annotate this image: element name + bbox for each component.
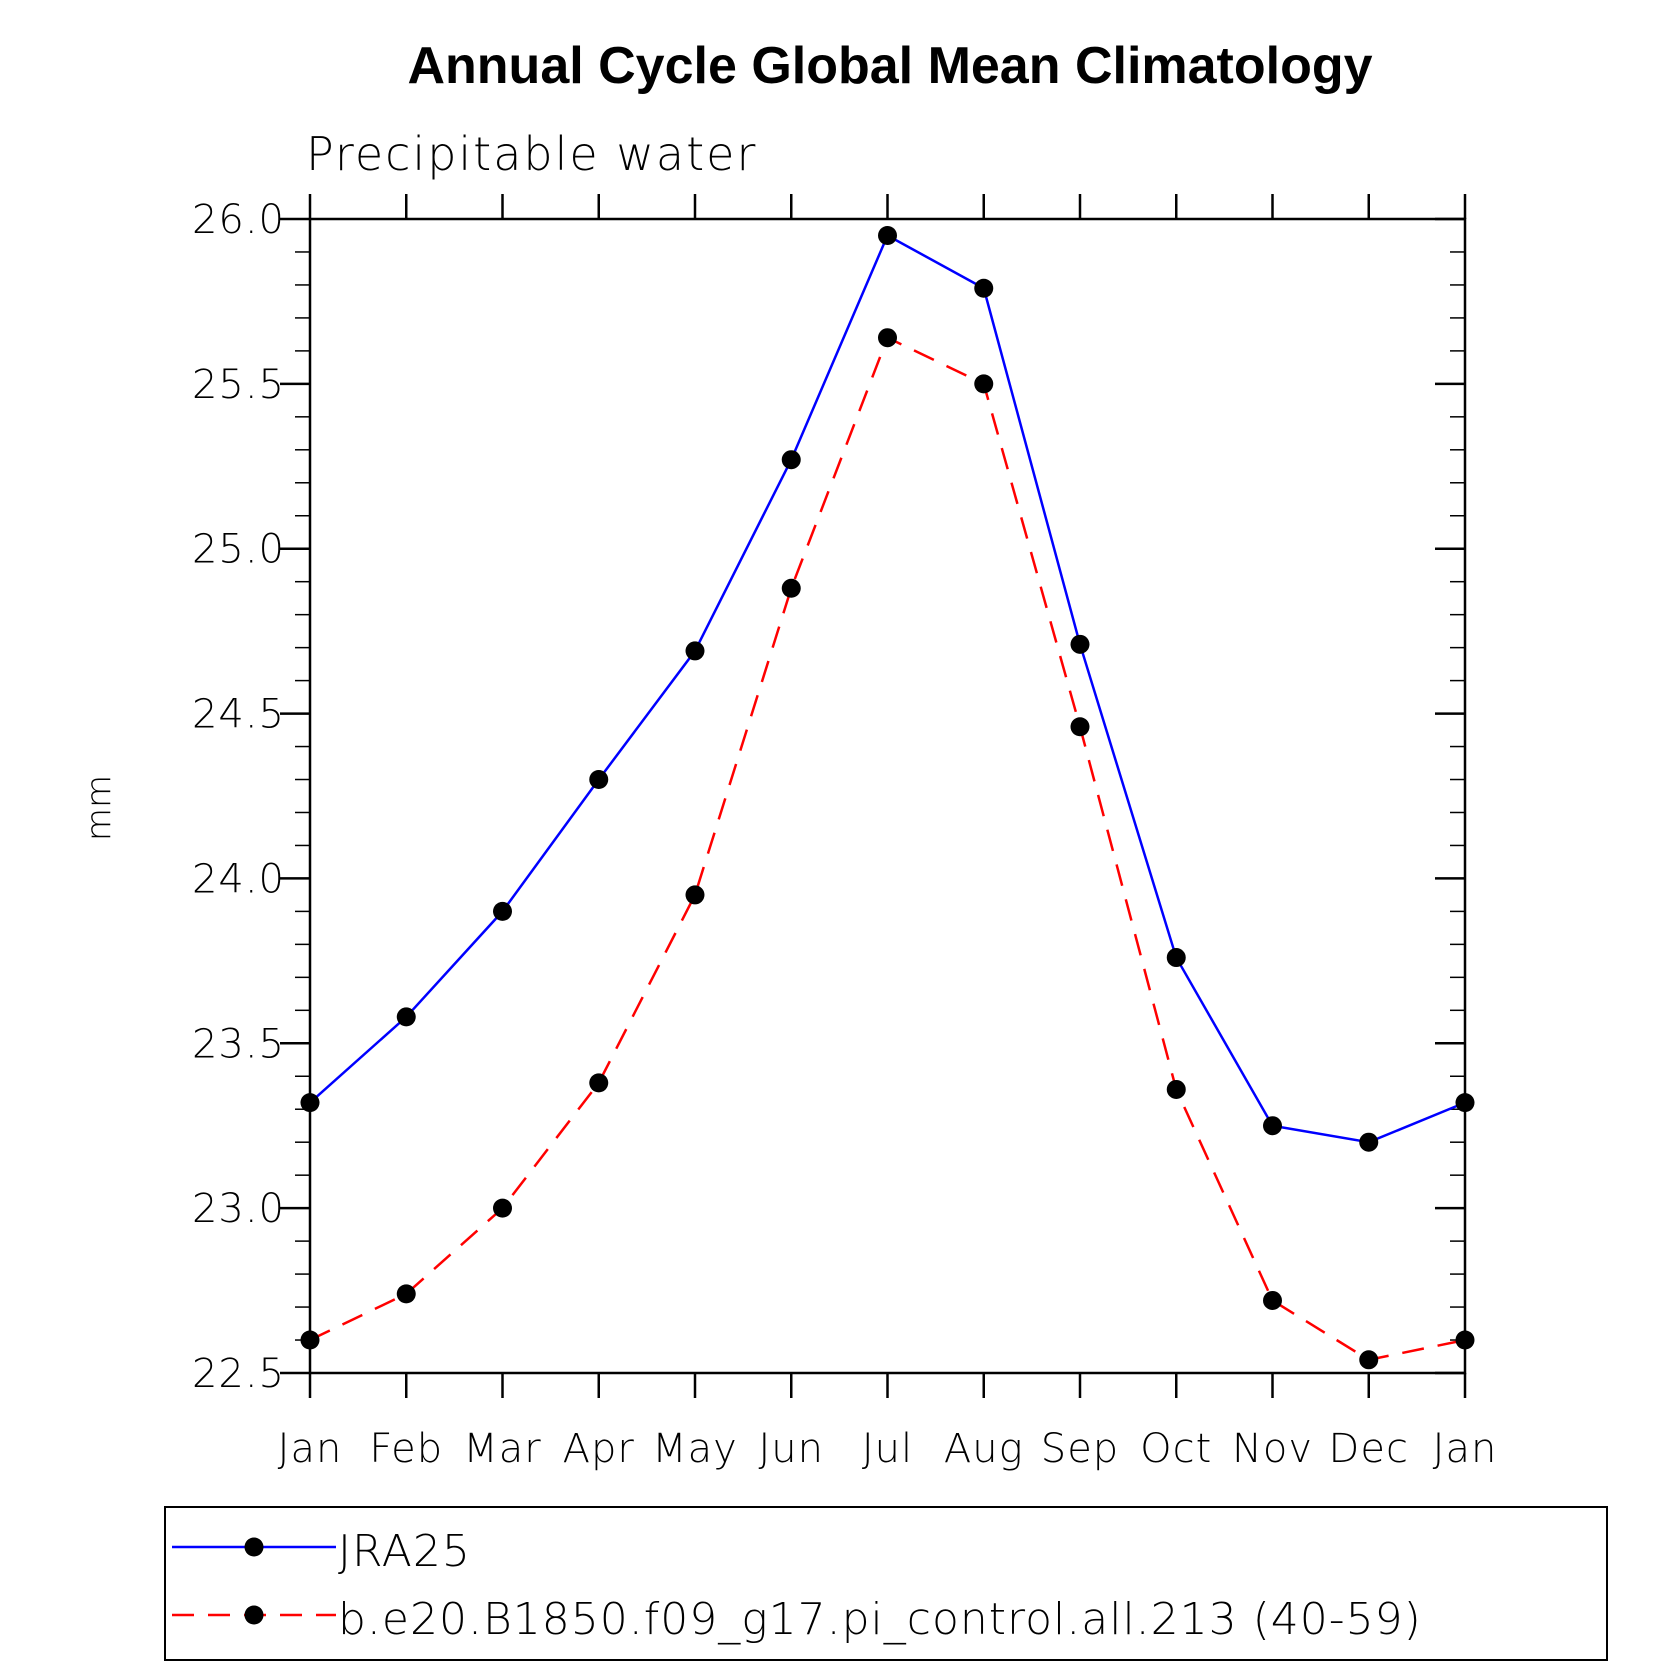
legend-label-model-run: b.e20.B1850.f09_g17.pi_control.all.213 (… xyxy=(338,1594,1422,1645)
data-point-series-1 xyxy=(974,374,994,394)
data-point-series-0 xyxy=(1263,1116,1282,1136)
x-tick-label: Dec xyxy=(1329,1426,1409,1472)
series-line-1 xyxy=(309,335,1466,1362)
data-point-series-0 xyxy=(878,225,897,245)
x-tick-label: Jan xyxy=(278,1426,343,1472)
x-tick-label: Mar xyxy=(463,1426,541,1472)
y-tick-label: 25.5 xyxy=(192,362,285,408)
data-point-series-0 xyxy=(781,450,801,470)
series-layer xyxy=(300,225,1475,1370)
data-point-series-1 xyxy=(1070,717,1090,737)
y-axis-label: mm xyxy=(79,775,119,841)
data-point-series-1 xyxy=(878,328,897,348)
x-tick-label: Sep xyxy=(1041,1426,1119,1472)
legend-box xyxy=(164,1506,1608,1661)
data-point-series-0 xyxy=(493,901,512,921)
data-point-series-1 xyxy=(396,1284,416,1304)
y-tick-label: 24.5 xyxy=(192,692,285,738)
data-point-series-1 xyxy=(781,578,801,598)
data-point-series-0 xyxy=(1166,948,1186,968)
data-point-series-0 xyxy=(1070,634,1090,654)
data-point-series-1 xyxy=(493,1198,512,1218)
x-tick-label: Aug xyxy=(944,1426,1024,1472)
data-point-series-0 xyxy=(685,641,705,661)
data-point-series-1 xyxy=(1166,1079,1186,1099)
data-point-series-1 xyxy=(685,885,705,905)
data-point-series-1 xyxy=(589,1073,609,1093)
x-tick-label: May xyxy=(652,1426,738,1472)
chart-title: Annual Cycle Global Mean Climatology xyxy=(407,37,1372,95)
series-line-0 xyxy=(309,233,1466,1144)
chart-subtitle: Precipitable water xyxy=(306,127,757,181)
data-point-series-1 xyxy=(1263,1290,1282,1310)
y-tick-label: 24.0 xyxy=(192,856,285,902)
x-tick-label: Jul xyxy=(862,1426,913,1472)
data-point-series-0 xyxy=(1359,1132,1379,1152)
y-tick-label: 25.0 xyxy=(192,527,285,573)
data-point-series-0 xyxy=(1455,1093,1475,1113)
y-tick-label: 23.5 xyxy=(192,1021,285,1067)
legend-marker-0 xyxy=(244,1537,264,1557)
data-point-series-0 xyxy=(300,1093,320,1113)
y-tick-labels: 22.5 23.0 23.5 24.0 24.5 25.0 25.5 26.0 xyxy=(192,197,285,1397)
x-tick-label: Jan xyxy=(1433,1426,1498,1472)
x-tick-label: Nov xyxy=(1232,1426,1313,1472)
y-tick-label: 22.5 xyxy=(192,1351,285,1397)
plot-frame xyxy=(308,217,1467,1375)
data-point-series-1 xyxy=(1359,1350,1379,1370)
y-tick-label: 26.0 xyxy=(192,197,285,243)
x-tick-label: Apr xyxy=(563,1426,635,1472)
data-point-series-0 xyxy=(974,278,994,298)
x-tick-label: Jun xyxy=(759,1426,825,1472)
legend: JRA25 b.e20.B1850.f09_g17.pi_control.all… xyxy=(172,1526,1422,1645)
x-tick-label: Feb xyxy=(369,1426,443,1472)
legend-marker-1 xyxy=(244,1605,264,1625)
legend-label-jra25: JRA25 xyxy=(338,1526,471,1577)
data-point-series-0 xyxy=(589,770,609,790)
axis-ticks xyxy=(280,194,1467,1398)
x-tick-label: Oct xyxy=(1140,1426,1212,1472)
data-point-series-1 xyxy=(300,1330,320,1350)
data-point-series-0 xyxy=(396,1007,416,1027)
x-tick-labels: Jan Feb Mar Apr May Jun Jul Aug Sep Oct … xyxy=(278,1426,1498,1472)
data-point-series-1 xyxy=(1455,1330,1475,1350)
y-tick-label: 23.0 xyxy=(192,1186,285,1232)
